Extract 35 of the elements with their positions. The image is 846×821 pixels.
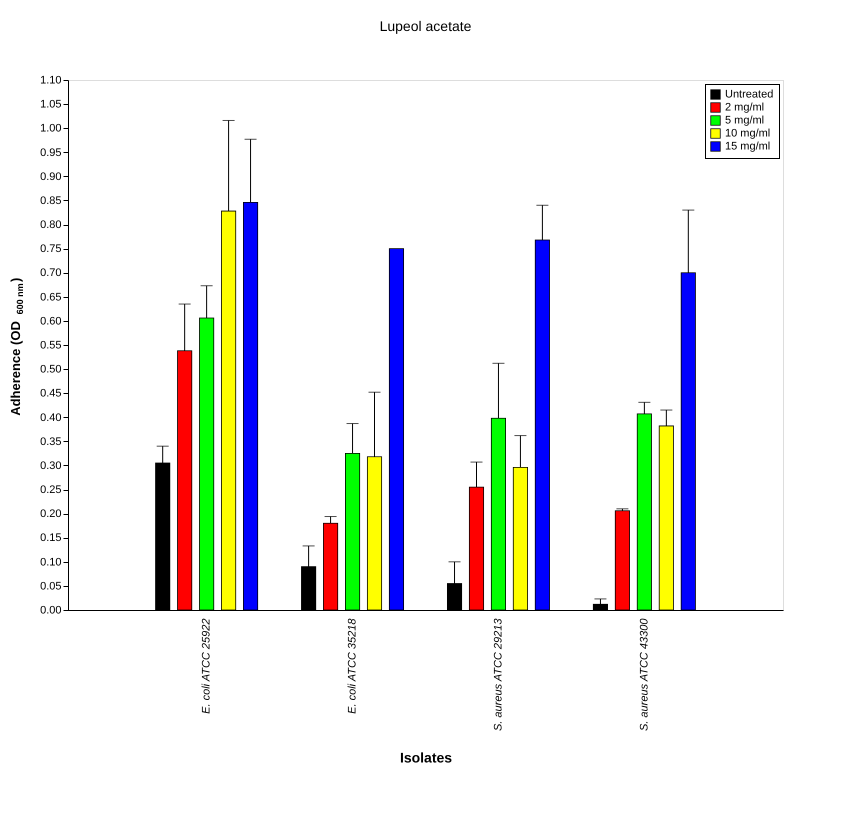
y-tick-label: 0.90 [40, 170, 62, 183]
y-tick-label: 0.40 [40, 412, 62, 424]
legend-label: 5 mg/ml [725, 114, 764, 126]
y-tick-label: 0.50 [40, 364, 62, 376]
y-tick-label: 0.45 [40, 388, 62, 400]
y-tick-label: 0.95 [40, 146, 62, 159]
y-tick-label: 0.75 [40, 243, 62, 256]
y-tick-label: 0.05 [40, 580, 62, 592]
y-tick-label: 0.60 [40, 315, 62, 328]
y-tick-label: 0.35 [40, 436, 62, 448]
y-tick-label: 0.20 [40, 508, 62, 520]
chart-title: Lupeol acetate [380, 18, 472, 34]
y-tick-label: 1.05 [40, 98, 62, 111]
y-tick-label: 0.85 [40, 194, 62, 207]
y-tick-label: 0.00 [40, 604, 62, 616]
y-tick-label: 1.10 [40, 74, 62, 86]
y-tick-label: 0.10 [40, 556, 62, 568]
legend-label: 2 mg/ml [725, 102, 764, 114]
y-tick-label: 0.15 [40, 532, 62, 544]
legend-label: Untreated [725, 88, 774, 100]
x-axis-title: Isolates [400, 749, 452, 766]
y-tick-label: 0.65 [40, 291, 62, 304]
y-tick-label: 0.80 [40, 219, 62, 232]
x-tick-label: E. coli ATCC 35218 [346, 618, 359, 714]
y-tick-label: 0.25 [40, 484, 62, 496]
y-tick-label: 0.70 [40, 267, 62, 280]
x-tick-label: E. coli ATCC 25922 [200, 618, 213, 714]
y-tick-label: 0.30 [40, 460, 62, 472]
legend-label: 10 mg/ml [725, 128, 770, 140]
y-axis-title: Adherence (OD600 nm) [8, 278, 25, 416]
y-tick-label: 1.00 [40, 122, 62, 135]
x-tick-label: S. aureus ATCC 43300 [638, 618, 650, 732]
y-tick-label: 0.55 [40, 340, 62, 352]
legend-label: 15 mg/ml [725, 140, 770, 152]
x-tick-label: S. aureus ATCC 29213 [492, 618, 504, 732]
